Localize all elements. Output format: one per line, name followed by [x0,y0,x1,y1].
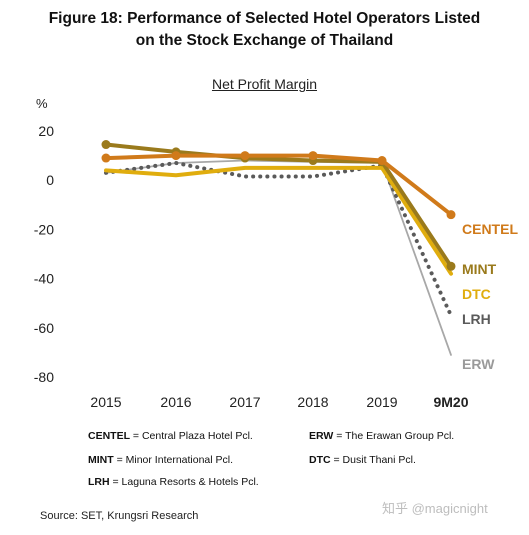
legend-centel-text: = Central Plaza Hotel Pcl. [130,430,253,442]
legend-erw: ERW = The Erawan Group Pcl. [309,430,454,442]
data-point-centel [101,153,111,163]
series-line-dtc [104,165,453,276]
legend-centel-abbr: CENTEL [88,430,130,442]
y-tick-label: -20 [34,221,54,237]
y-tick-label: 0 [46,172,54,188]
y-tick-label: -80 [34,369,54,385]
legend-lrh-text: = Laguna Resorts & Hotels Pcl. [109,476,259,488]
y-tick-label: 20 [38,123,54,139]
legend-lrh: LRH = Laguna Resorts & Hotels Pcl. [88,476,259,488]
x-tick-label: 2016 [160,394,191,410]
source-note: Source: SET, Krungsri Research [40,510,199,522]
data-point-centel [446,210,456,220]
series-label-centel: CENTEL [462,221,518,237]
data-point-mint [101,140,111,150]
series-label-lrh: LRH [462,311,491,327]
series-label-dtc: DTC [462,286,491,302]
chart-subtitle: Net Profit Margin [211,76,318,92]
series-line-centel [104,153,453,217]
legend-dtc-text: = Dusit Thani Pcl. [330,454,416,466]
series-line-lrh [104,161,453,318]
legend-mint-abbr: MINT [88,454,114,466]
y-tick-label: -40 [34,271,54,287]
series-line-mint [104,142,453,269]
legend-lrh-abbr: LRH [88,476,110,488]
series-label-mint: MINT [462,261,497,277]
legend-dtc: DTC = Dusit Thani Pcl. [309,454,416,466]
data-point-centel [377,156,387,166]
legend-centel: CENTEL = Central Plaza Hotel Pcl. [88,430,253,442]
x-tick-label: 9M20 [433,394,468,410]
legend-mint: MINT = Minor International Pcl. [88,454,233,466]
y-tick-label: -60 [34,320,54,336]
series-label-erw: ERW [462,356,495,372]
figure-title-line2: on the Stock Exchange of Thailand [135,32,394,49]
legend-erw-abbr: ERW [309,430,334,442]
legend-dtc-abbr: DTC [309,454,331,466]
watermark: 知乎 @magicnight [382,501,488,516]
legend-erw-text: = The Erawan Group Pcl. [333,430,455,442]
figure-title-line1: Figure 18: Performance of Selected Hotel… [48,10,481,27]
x-tick-label: 2019 [366,394,397,410]
figure-title: Figure 18: Performance of Selected Hotel… [0,8,529,52]
data-point-mint [446,261,456,271]
data-point-centel [171,151,181,161]
data-point-centel [308,151,318,161]
x-tick-label: 2015 [90,394,121,410]
x-tick-label: 2017 [229,394,260,410]
y-axis-unit-label: % [36,96,48,111]
x-tick-label: 2018 [297,394,328,410]
legend-mint-text: = Minor International Pcl. [113,454,234,466]
data-point-centel [240,151,250,161]
